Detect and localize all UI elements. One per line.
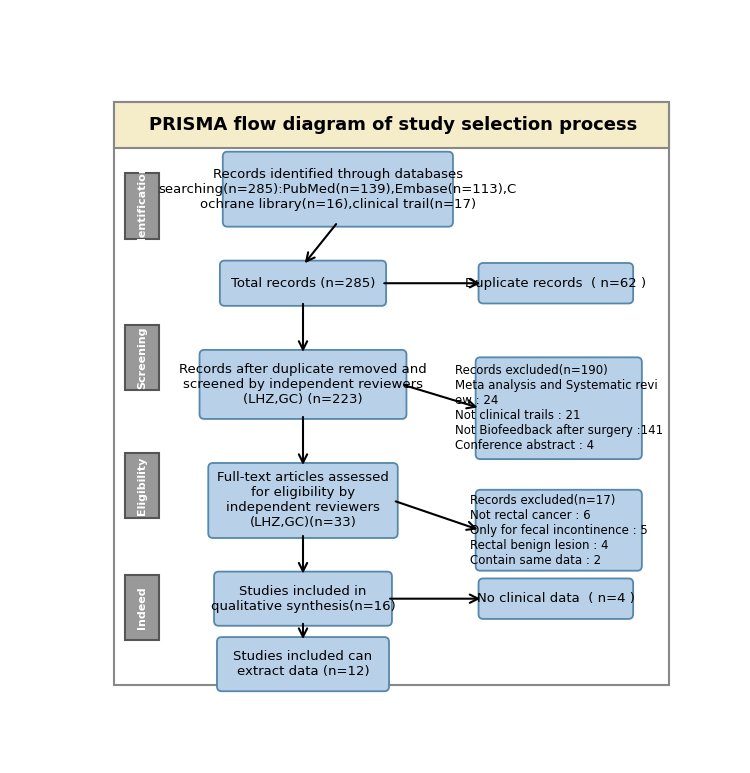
FancyBboxPatch shape	[478, 263, 633, 304]
Text: Records excluded(n=17)
Not rectal cancer : 6
Only for fecal incontinence : 5
Rec: Records excluded(n=17) Not rectal cancer…	[470, 494, 647, 567]
Text: Eligibility: Eligibility	[137, 456, 147, 515]
FancyBboxPatch shape	[209, 463, 398, 538]
FancyBboxPatch shape	[223, 152, 453, 226]
FancyBboxPatch shape	[200, 350, 406, 419]
FancyBboxPatch shape	[478, 578, 633, 619]
FancyBboxPatch shape	[476, 490, 642, 570]
FancyBboxPatch shape	[125, 173, 159, 239]
FancyBboxPatch shape	[114, 102, 669, 685]
FancyBboxPatch shape	[476, 357, 642, 459]
Text: Indeed: Indeed	[137, 586, 147, 629]
Text: Duplicate records  ( n=62 ): Duplicate records ( n=62 )	[465, 277, 646, 290]
Text: Total records (n=285): Total records (n=285)	[231, 277, 375, 290]
Text: Records excluded(n=190)
Meta analysis and Systematic revi
ew : 24
Not clinical t: Records excluded(n=190) Meta analysis an…	[454, 364, 663, 452]
Text: PRISMA flow diagram of study selection process: PRISMA flow diagram of study selection p…	[149, 116, 638, 134]
FancyBboxPatch shape	[125, 575, 159, 640]
FancyBboxPatch shape	[114, 102, 669, 148]
Text: Records identified through databases
searching(n=285):PubMed(n=139),Embase(n=113: Records identified through databases sea…	[159, 168, 517, 211]
Text: Studies included can
extract data (n=12): Studies included can extract data (n=12)	[233, 650, 373, 678]
Text: Records after duplicate removed and
screened by independent reviewers
(LHZ,GC) (: Records after duplicate removed and scre…	[179, 363, 427, 406]
FancyBboxPatch shape	[220, 261, 386, 306]
FancyBboxPatch shape	[125, 325, 159, 390]
FancyBboxPatch shape	[125, 453, 159, 519]
FancyBboxPatch shape	[217, 637, 389, 691]
Text: Screening: Screening	[137, 326, 147, 389]
Text: No clinical data  ( n=4 ): No clinical data ( n=4 )	[477, 592, 634, 605]
Text: Studies included in
qualitative synthesis(n=16): Studies included in qualitative synthesi…	[211, 584, 395, 613]
Text: Identification: Identification	[137, 164, 147, 247]
FancyBboxPatch shape	[214, 571, 392, 626]
Text: Full-text articles assessed
for eligibility by
independent reviewers
(LHZ,GC)(n=: Full-text articles assessed for eligibil…	[217, 472, 389, 530]
